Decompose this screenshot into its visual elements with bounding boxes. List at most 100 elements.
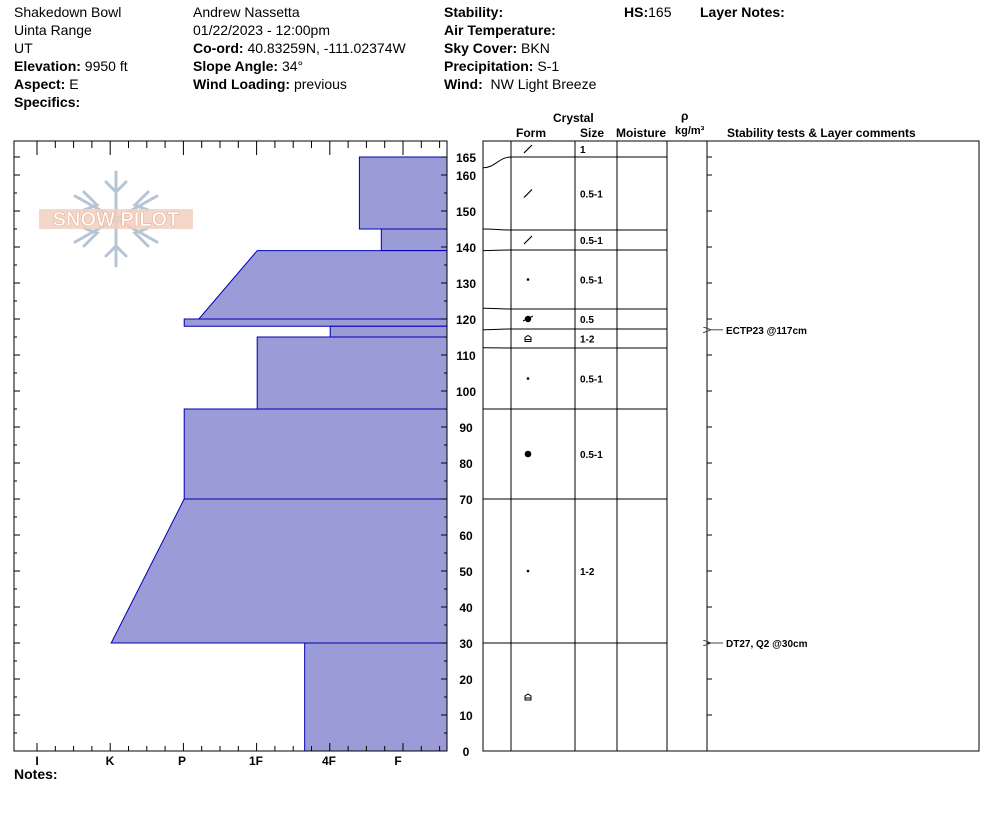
- melt-form-icon: [524, 450, 532, 458]
- layer-connector: [482, 228, 512, 231]
- air-temp-row: Air Temperature:: [444, 21, 556, 39]
- logo-band: [39, 209, 193, 229]
- stability-test-label: ECTP23 @117cm: [726, 326, 807, 337]
- hardness-segment: [256, 336, 448, 410]
- slope-row: Slope Angle: 34°: [193, 57, 303, 75]
- air-temp-label: Air Temperature:: [444, 22, 556, 38]
- slope-label: Slope Angle:: [193, 58, 279, 74]
- hardness-tick-label: 1F: [249, 754, 263, 768]
- aspect-value: E: [69, 76, 79, 92]
- wind-loading-label: Wind Loading:: [193, 76, 291, 92]
- layer-size: 0.5-1: [580, 450, 603, 461]
- layer-connector: [482, 156, 512, 169]
- coord-row: Co-ord: 40.83259N, -111.02374W: [193, 39, 406, 57]
- snowpilot-logo: SNOW PILOT: [39, 170, 193, 268]
- specifics-row: Specifics:: [14, 93, 80, 111]
- precip-label: Precipitation:: [444, 58, 534, 74]
- elevation-label: Elevation:: [14, 58, 81, 74]
- datetime: 01/22/2023 - 12:00pm: [193, 22, 330, 38]
- notes-label: Notes:: [14, 766, 58, 782]
- height-tick-label: 130: [456, 277, 476, 291]
- height-tick-label: 60: [459, 529, 473, 543]
- height-tick-label: 160: [456, 169, 476, 183]
- coord-value: 40.83259N, -111.02374W: [247, 40, 406, 56]
- elevation-row: Elevation: 9950 ft: [14, 57, 128, 75]
- melt-freeze-icon: [522, 315, 534, 323]
- layer-size: 0.5: [580, 315, 594, 326]
- stability-label: Stability:: [444, 4, 504, 20]
- hardness-tick-label: P: [178, 754, 186, 768]
- height-tick-label: 20: [459, 673, 473, 687]
- hardness-profile: [110, 156, 448, 752]
- header-crystal: Crystal: [553, 111, 594, 125]
- hardness-segment: [329, 325, 448, 338]
- height-tick-label: 150: [456, 205, 476, 219]
- sky-label: Sky Cover:: [444, 40, 518, 56]
- hardness-tick-label: I: [35, 754, 38, 768]
- height-tick-label: 0: [463, 745, 470, 759]
- logo-text: SNOW PILOT: [53, 209, 180, 231]
- layer-size: 1-2: [580, 567, 595, 578]
- header-moisture: Moisture: [616, 126, 666, 140]
- layer-size: 1-2: [580, 335, 595, 346]
- wind-loading-value: previous: [293, 76, 347, 92]
- hardness-frame-ticks: [36, 141, 441, 751]
- decomposing-icon: [523, 235, 533, 245]
- stability-row: Stability:: [444, 3, 503, 21]
- height-tick-label: 70: [459, 493, 473, 507]
- header-stability-comments: Stability tests & Layer comments: [727, 126, 916, 140]
- height-tick-label: 10: [459, 709, 473, 723]
- height-tick-label: 80: [459, 457, 473, 471]
- location: Shakedown Bowl: [14, 4, 122, 20]
- observer: Andrew Nassetta: [193, 4, 300, 20]
- layer-connector: [482, 328, 512, 331]
- height-tick-label: 110: [456, 349, 476, 363]
- layer-table-frame: [482, 140, 980, 752]
- stability-tests: ECTP23 @117cm DT27, Q2 @30cm: [711, 326, 808, 650]
- height-tick-label: 30: [459, 637, 473, 651]
- sky-value: BKN: [521, 40, 550, 56]
- hs-label: HS:: [624, 4, 649, 20]
- table-layers: 1 0.5-1 0.5-1 0.5-1 0.5 1-2 0.5-1 0.5-1 1-2: [482, 144, 667, 701]
- height-tick-label: 50: [459, 565, 473, 579]
- wind-value: NW Light Breeze: [490, 76, 597, 92]
- layer-size: 0.5-1: [580, 276, 603, 287]
- layer-size: 0.5-1: [580, 375, 603, 386]
- sky-row: Sky Cover: BKN: [444, 39, 550, 57]
- hardness-segment: [304, 642, 448, 752]
- rounded-small-icon: [526, 377, 530, 380]
- height-tick-label: 120: [456, 313, 476, 327]
- wind-row: Wind: NW Light Breeze: [444, 75, 596, 93]
- layer-size: 1: [580, 145, 586, 156]
- height-tick-label: 140: [456, 241, 476, 255]
- header-size: Size: [580, 126, 604, 140]
- layer-size: 0.5-1: [580, 236, 603, 247]
- aspect-row: Aspect: E: [14, 75, 79, 93]
- wind-label: Wind:: [444, 76, 483, 92]
- decomposing-icon: [523, 144, 533, 154]
- hardness-segment: [197, 250, 448, 320]
- header-density-unit: kg/m³: [675, 125, 705, 137]
- hardness-segment: [110, 498, 448, 644]
- depth-hoar-icon: [524, 693, 532, 701]
- hardness-axis: I K P 1F 4F F: [35, 754, 401, 768]
- decomposing-icon: [523, 189, 533, 198]
- hs-value: 165: [648, 4, 672, 20]
- layer-connector: [482, 249, 512, 252]
- notes-row: Notes:: [14, 765, 58, 783]
- elevation-value: 9950 ft: [84, 58, 128, 74]
- layer-table: [482, 140, 980, 752]
- hardness-tick-label: K: [106, 754, 115, 768]
- height-tick-label: 100: [456, 385, 476, 399]
- column-headers: Crystal Form Size Moisture ρ kg/m³ Stabi…: [516, 109, 916, 140]
- header-rho: ρ: [681, 109, 688, 123]
- layer-size: 0.5-1: [580, 190, 603, 201]
- coord-label: Co-ord:: [193, 40, 244, 56]
- height-tick-label: 40: [459, 601, 473, 615]
- hardness-segment: [380, 228, 448, 252]
- hardness-segment: [183, 318, 448, 327]
- header-form: Form: [516, 126, 546, 140]
- precip-row: Precipitation: S-1: [444, 57, 559, 75]
- hardness-segment: [183, 408, 448, 500]
- state: UT: [14, 40, 33, 56]
